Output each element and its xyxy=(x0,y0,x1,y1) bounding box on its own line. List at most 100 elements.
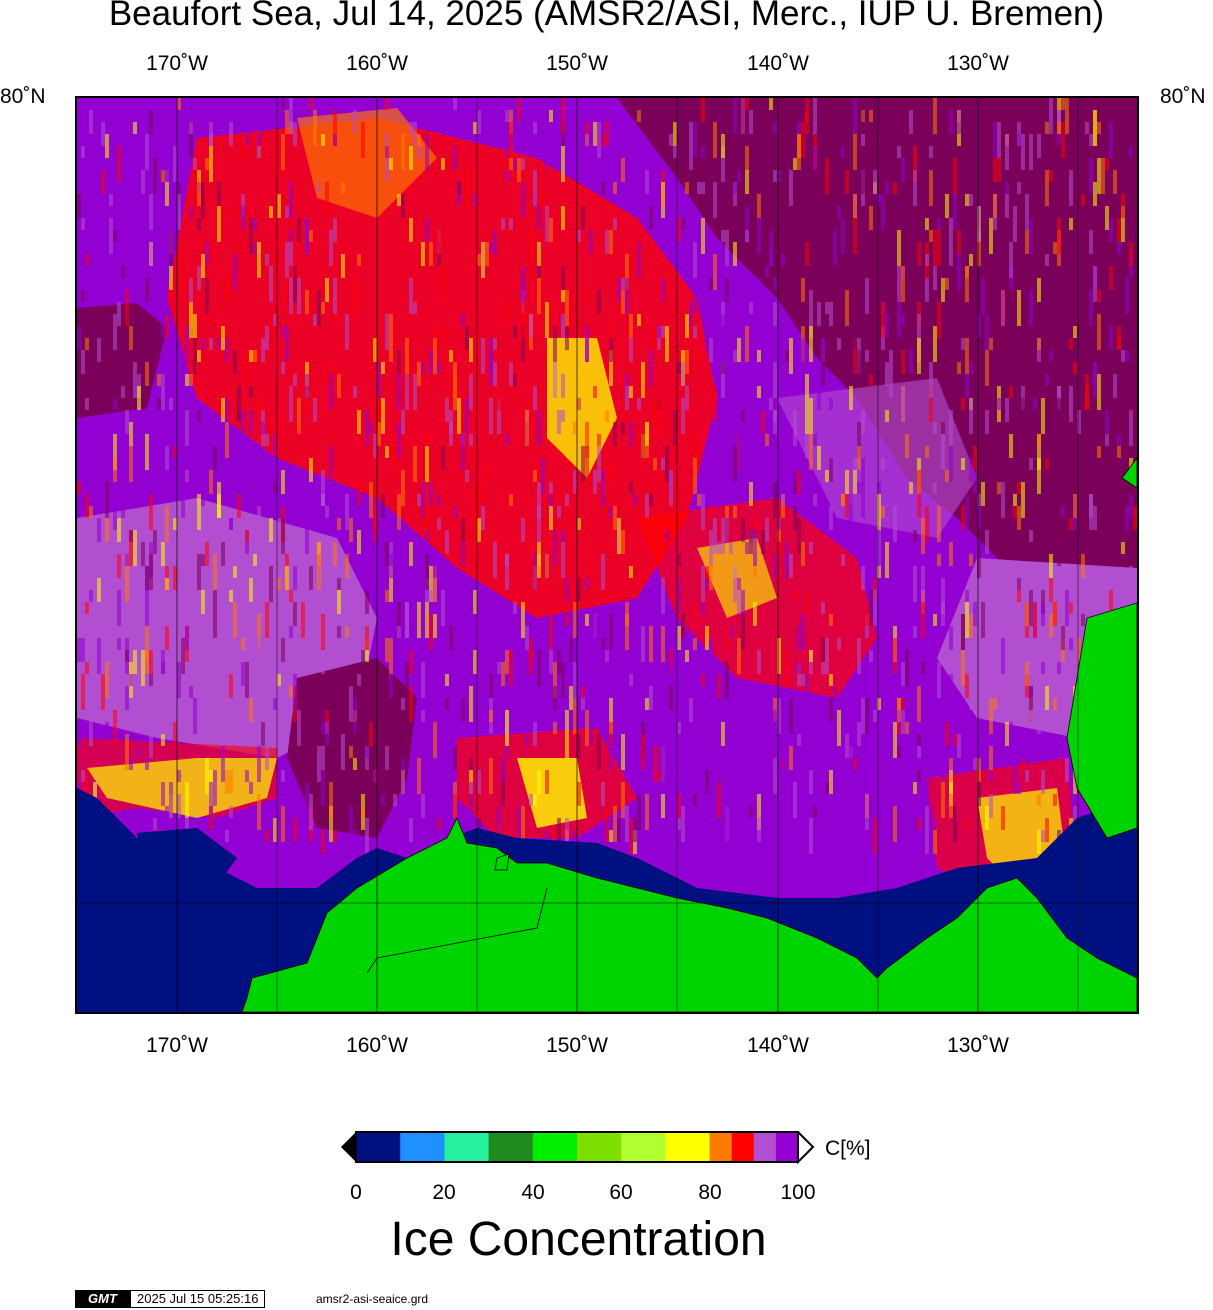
ice-cell xyxy=(245,770,249,782)
ice-cell xyxy=(921,602,925,638)
ice-cell xyxy=(625,182,629,194)
ice-cell xyxy=(281,362,285,374)
ice-cell xyxy=(769,230,773,266)
ice-cell xyxy=(1061,626,1065,650)
ice-cell xyxy=(213,602,217,638)
ice-cell xyxy=(941,578,945,614)
ice-cell xyxy=(285,206,289,218)
colorbar xyxy=(340,1129,820,1170)
ice-cell xyxy=(185,410,189,446)
ice-cell xyxy=(293,818,297,842)
ice-cell xyxy=(321,494,325,506)
ice-cell xyxy=(585,422,589,458)
ice-cell xyxy=(229,518,233,530)
ice-cell xyxy=(465,470,469,482)
ice-cell xyxy=(341,734,345,770)
lon-label-top-140w: 140˚W xyxy=(747,52,809,75)
ice-cell xyxy=(829,506,833,530)
ice-cell xyxy=(349,806,353,842)
ice-cell xyxy=(817,386,821,410)
ice-cell xyxy=(1101,158,1105,194)
ice-cell xyxy=(773,410,777,434)
ice-cell xyxy=(513,374,517,386)
ice-cell xyxy=(285,326,289,362)
ice-cell xyxy=(937,146,941,182)
ice-cell xyxy=(893,722,897,758)
ice-cell xyxy=(777,518,781,530)
ice-cell xyxy=(589,554,593,566)
ice-cell xyxy=(365,626,369,650)
ice-cell xyxy=(689,122,693,146)
ice-cell xyxy=(893,806,897,842)
ice-cell xyxy=(493,542,497,578)
ice-cell xyxy=(1049,554,1053,578)
ice-cell xyxy=(757,650,761,674)
ice-cell xyxy=(345,494,349,530)
ice-cell xyxy=(177,146,181,170)
ice-cell xyxy=(949,110,953,134)
ice-cell xyxy=(221,734,225,746)
ice-cell xyxy=(841,146,845,158)
ice-cell xyxy=(661,578,665,614)
ice-cell xyxy=(609,506,613,518)
ice-cell xyxy=(397,422,401,458)
ice-cell xyxy=(441,266,445,302)
ice-cell xyxy=(501,770,505,806)
ice-cell xyxy=(1109,122,1113,158)
ice-cell xyxy=(501,662,505,686)
ice-cell xyxy=(877,638,881,662)
ice-cell xyxy=(793,698,797,734)
ice-cell xyxy=(769,98,773,110)
ice-cell xyxy=(825,158,829,194)
ice-cell xyxy=(601,134,605,146)
ice-cell xyxy=(869,374,873,386)
ice-cell xyxy=(521,158,525,170)
ice-cell xyxy=(529,638,533,662)
ice-cell xyxy=(677,746,681,758)
ice-cell xyxy=(309,98,313,110)
ice-cell xyxy=(821,662,825,674)
ice-cell xyxy=(537,278,541,314)
ice-cell xyxy=(597,434,601,446)
ice-cell xyxy=(697,494,701,506)
ice-cell xyxy=(777,638,781,674)
lon-label-top-150w: 150˚W xyxy=(546,52,608,75)
ice-cell xyxy=(709,338,713,362)
ice-cell xyxy=(977,542,981,578)
ice-cell xyxy=(473,194,477,206)
ice-cell xyxy=(773,758,777,794)
ice-cell xyxy=(657,818,661,830)
ice-cell xyxy=(865,614,869,626)
ice-cell xyxy=(421,362,425,374)
ice-cell xyxy=(1017,782,1021,794)
ice-cell xyxy=(569,638,573,662)
ice-cell xyxy=(113,506,117,530)
ice-cell xyxy=(1053,794,1057,806)
ice-cell xyxy=(553,614,557,626)
ice-cell xyxy=(861,134,865,146)
ice-cell xyxy=(409,146,413,170)
ice-cell xyxy=(809,542,813,554)
ice-cell xyxy=(493,230,497,254)
ice-cell xyxy=(1065,98,1069,134)
ice-cell xyxy=(509,650,513,686)
ice-cell xyxy=(621,782,625,818)
ice-cell xyxy=(821,602,825,614)
ice-cell xyxy=(129,422,133,446)
ice-cell xyxy=(1009,242,1013,278)
ice-cell xyxy=(145,362,149,386)
ice-cell xyxy=(289,182,293,218)
ice-cell xyxy=(461,542,465,566)
ice-cell xyxy=(505,650,509,674)
ice-cell xyxy=(645,794,649,830)
ice-cell xyxy=(393,794,397,806)
ice-cell xyxy=(997,602,1001,626)
land-island-small xyxy=(494,853,510,871)
ice-cell xyxy=(1013,506,1017,518)
ice-cell xyxy=(393,434,397,470)
ice-cell xyxy=(485,650,489,662)
ice-cell xyxy=(441,158,445,170)
ice-cell xyxy=(281,470,285,494)
ice-cell xyxy=(949,806,953,818)
ice-cell xyxy=(405,374,409,410)
